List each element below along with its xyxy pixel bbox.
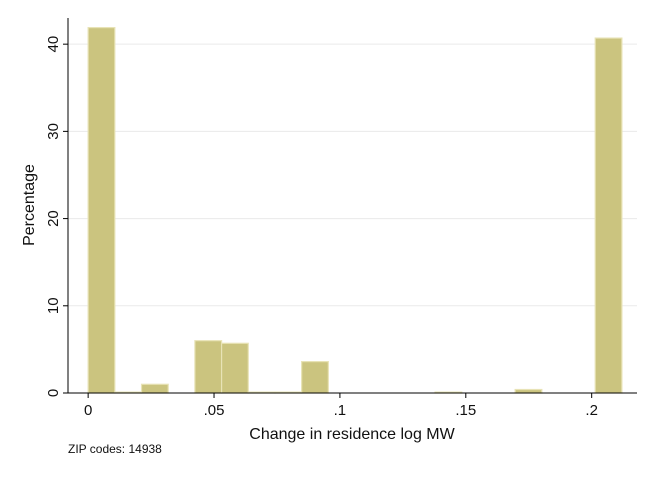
histogram-bar-9 — [514, 388, 543, 394]
y-tick-label-30: 30 — [45, 123, 62, 140]
histogram-bar-0 — [87, 26, 116, 394]
histogram-bars — [87, 26, 623, 394]
histogram-bar-7 — [301, 361, 329, 394]
x-tick-label-.05: .05 — [204, 402, 225, 419]
x-tick-label-.1: .1 — [334, 402, 347, 419]
axes — [67, 18, 637, 394]
histogram-bar-4 — [220, 342, 249, 394]
x-tick-label-0: 0 — [84, 402, 92, 419]
histogram-bar-3 — [194, 340, 223, 394]
y-tick-label-10: 10 — [45, 297, 62, 314]
axis-ticks: 0 10 20 30 40 0 .05 .1 .15 .2 — [45, 36, 598, 419]
histogram-bar-10 — [594, 37, 623, 394]
y-axis-title: Percentage — [21, 164, 38, 246]
histogram-bar-2 — [140, 383, 169, 394]
x-tick-label-.15: .15 — [455, 402, 476, 419]
y-tick-label-0: 0 — [45, 389, 62, 397]
x-axis-title: Change in residence log MW — [249, 426, 455, 443]
chart-note: ZIP codes: 14938 — [68, 442, 162, 456]
y-tick-label-40: 40 — [45, 36, 62, 53]
x-tick-label-.2: .2 — [585, 402, 598, 419]
gridlines — [68, 43, 637, 307]
y-tick-label-20: 20 — [45, 210, 62, 227]
